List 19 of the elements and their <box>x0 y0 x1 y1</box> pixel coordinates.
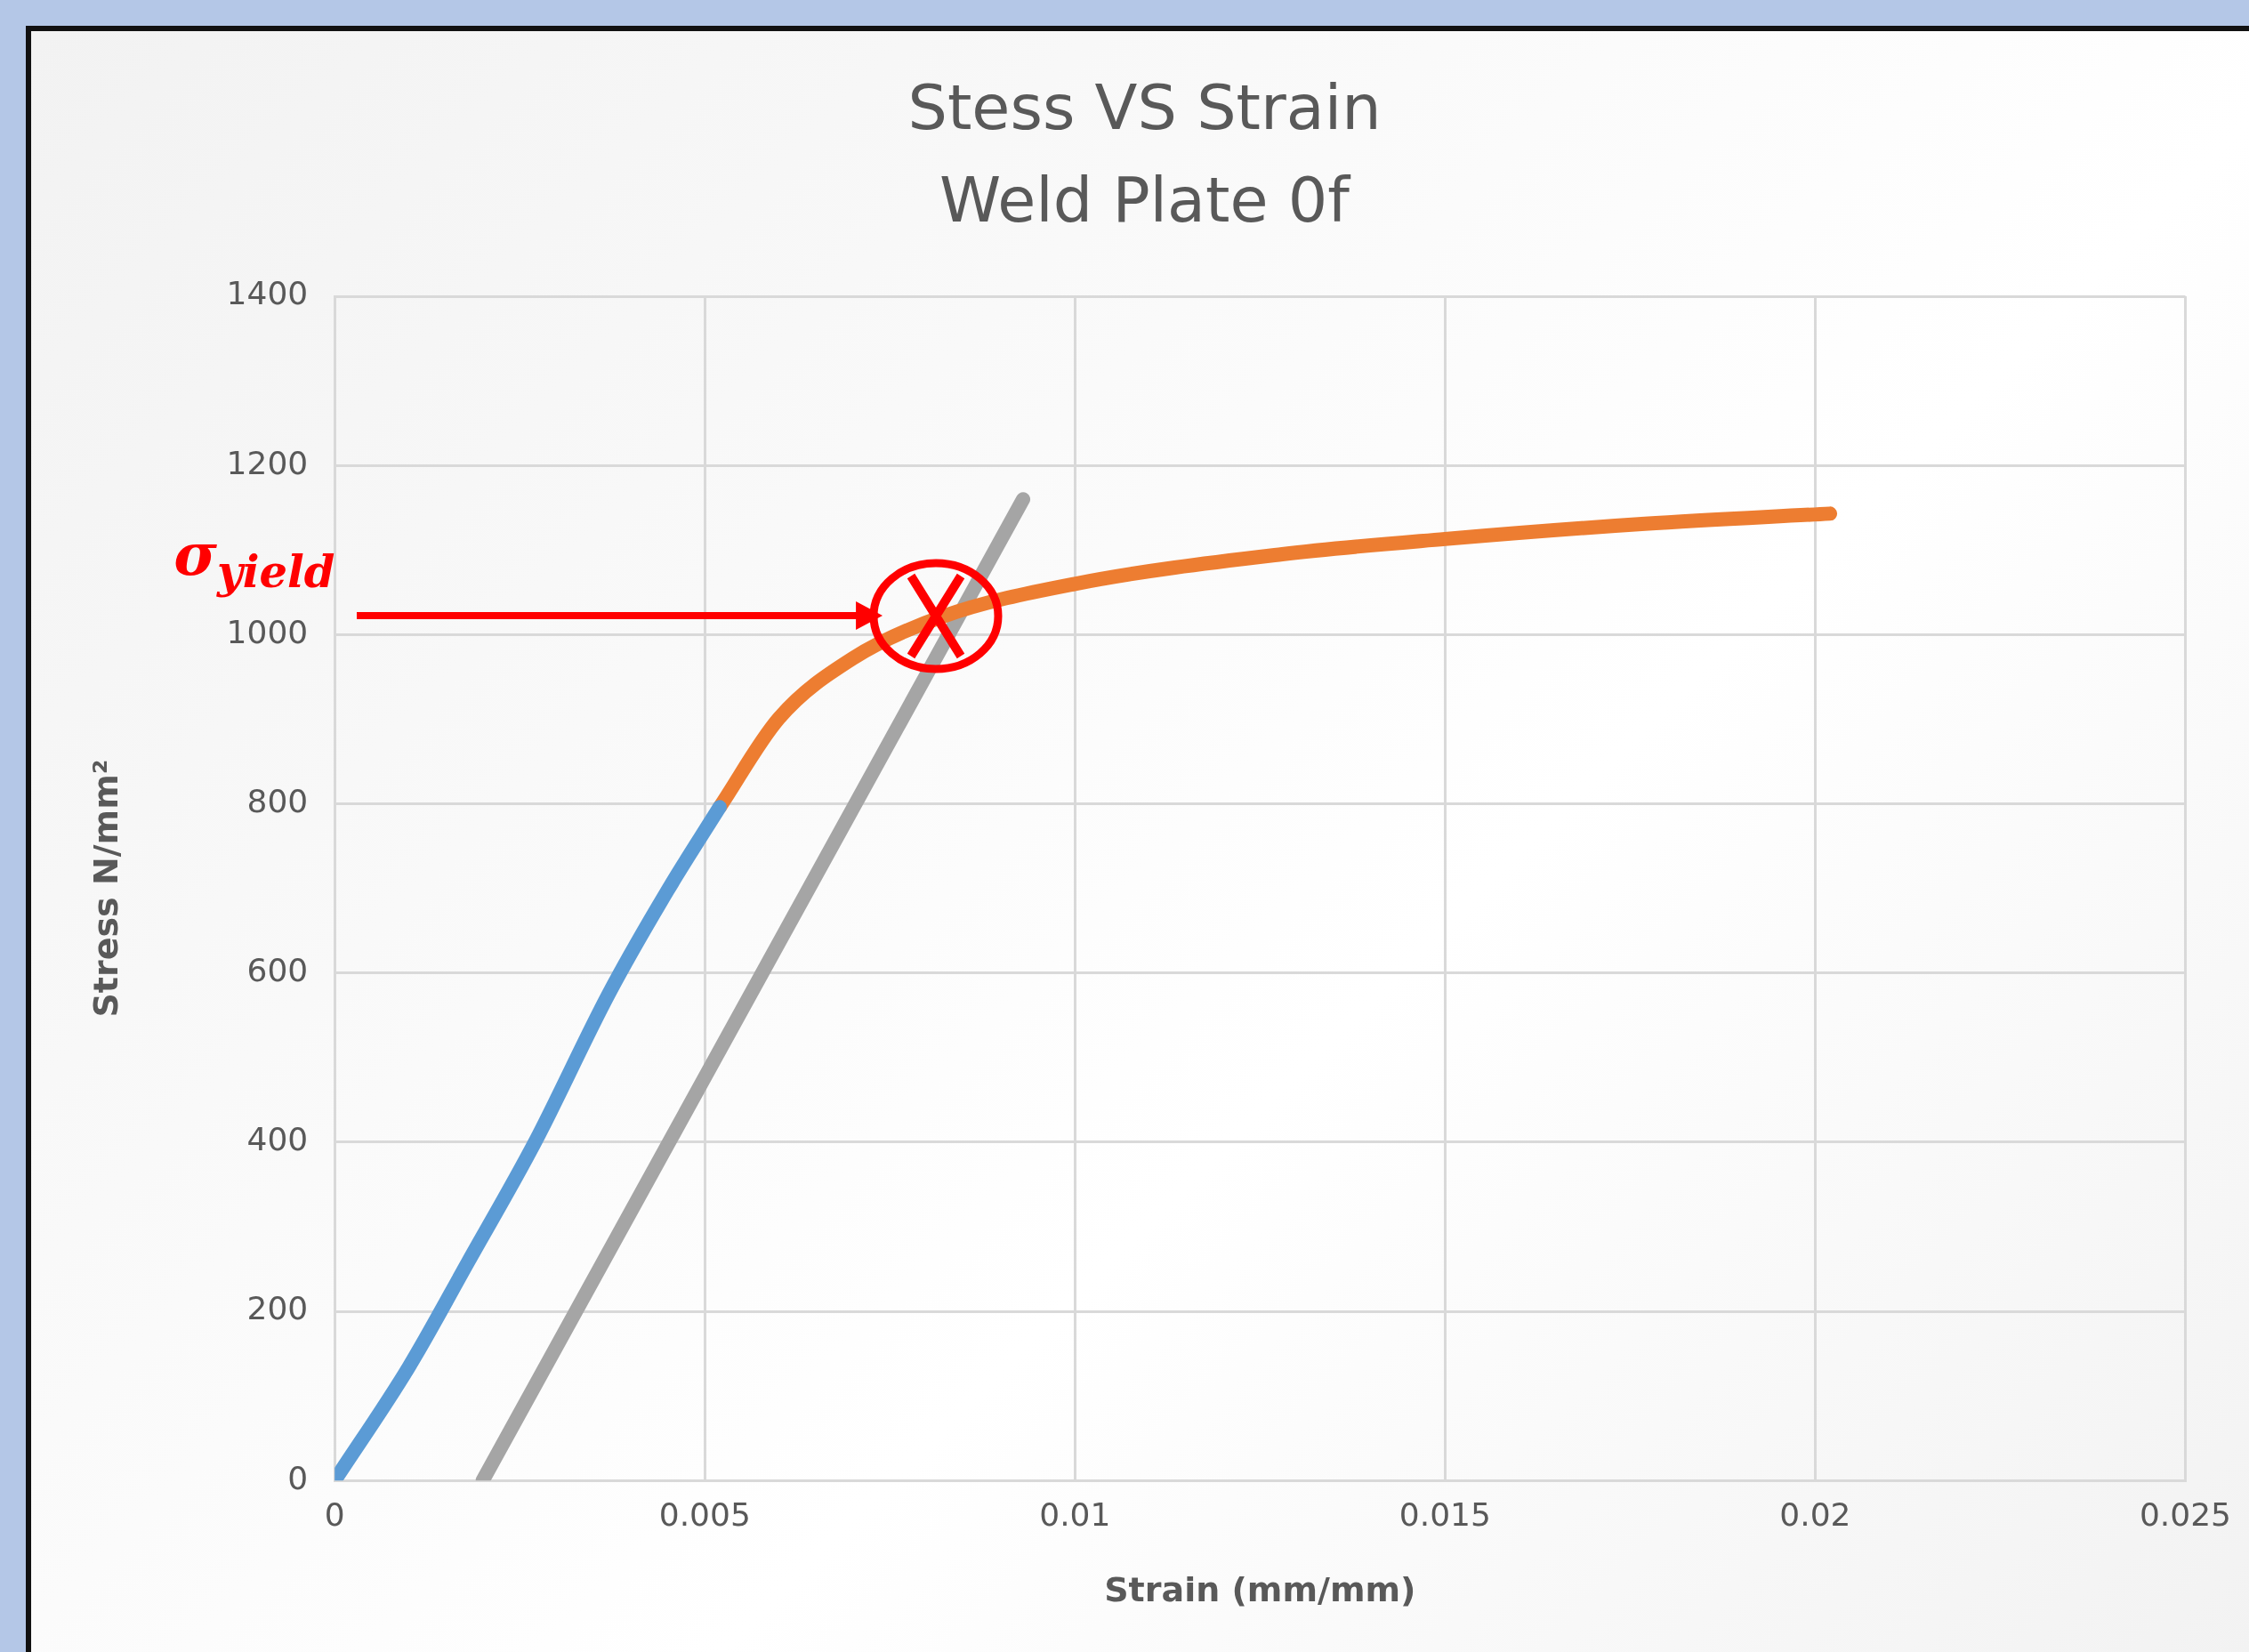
y-tick-label: 800 <box>246 782 309 819</box>
y-tick-label: 600 <box>246 952 309 989</box>
y-tick-label: 1400 <box>226 275 309 312</box>
y-tick-label: 1000 <box>226 613 309 650</box>
x-tick-label: 0.005 <box>658 1496 751 1534</box>
y-tick-label: 1200 <box>226 444 309 481</box>
x-tick-label: 0 <box>324 1496 345 1534</box>
chart-title: Stess VS Strain <box>907 71 1382 145</box>
x-tick-label: 0.015 <box>1399 1496 1491 1534</box>
x-tick-label: 0.025 <box>2139 1496 2231 1534</box>
y-axis-title: Stress N/mm² <box>85 759 125 1018</box>
y-tick-label: 0 <box>287 1459 309 1496</box>
x-tick-label: 0.02 <box>1779 1496 1851 1534</box>
x-axis-title: Strain (mm/mm) <box>1104 1570 1416 1610</box>
text: σ$_{yield}$ <box>173 520 335 599</box>
y-tick-label: 400 <box>246 1121 309 1158</box>
x-tick-label: 0.01 <box>1039 1496 1111 1534</box>
y-tick-label: 200 <box>246 1290 309 1327</box>
chart-subtitle: Weld Plate 0f <box>939 164 1351 238</box>
